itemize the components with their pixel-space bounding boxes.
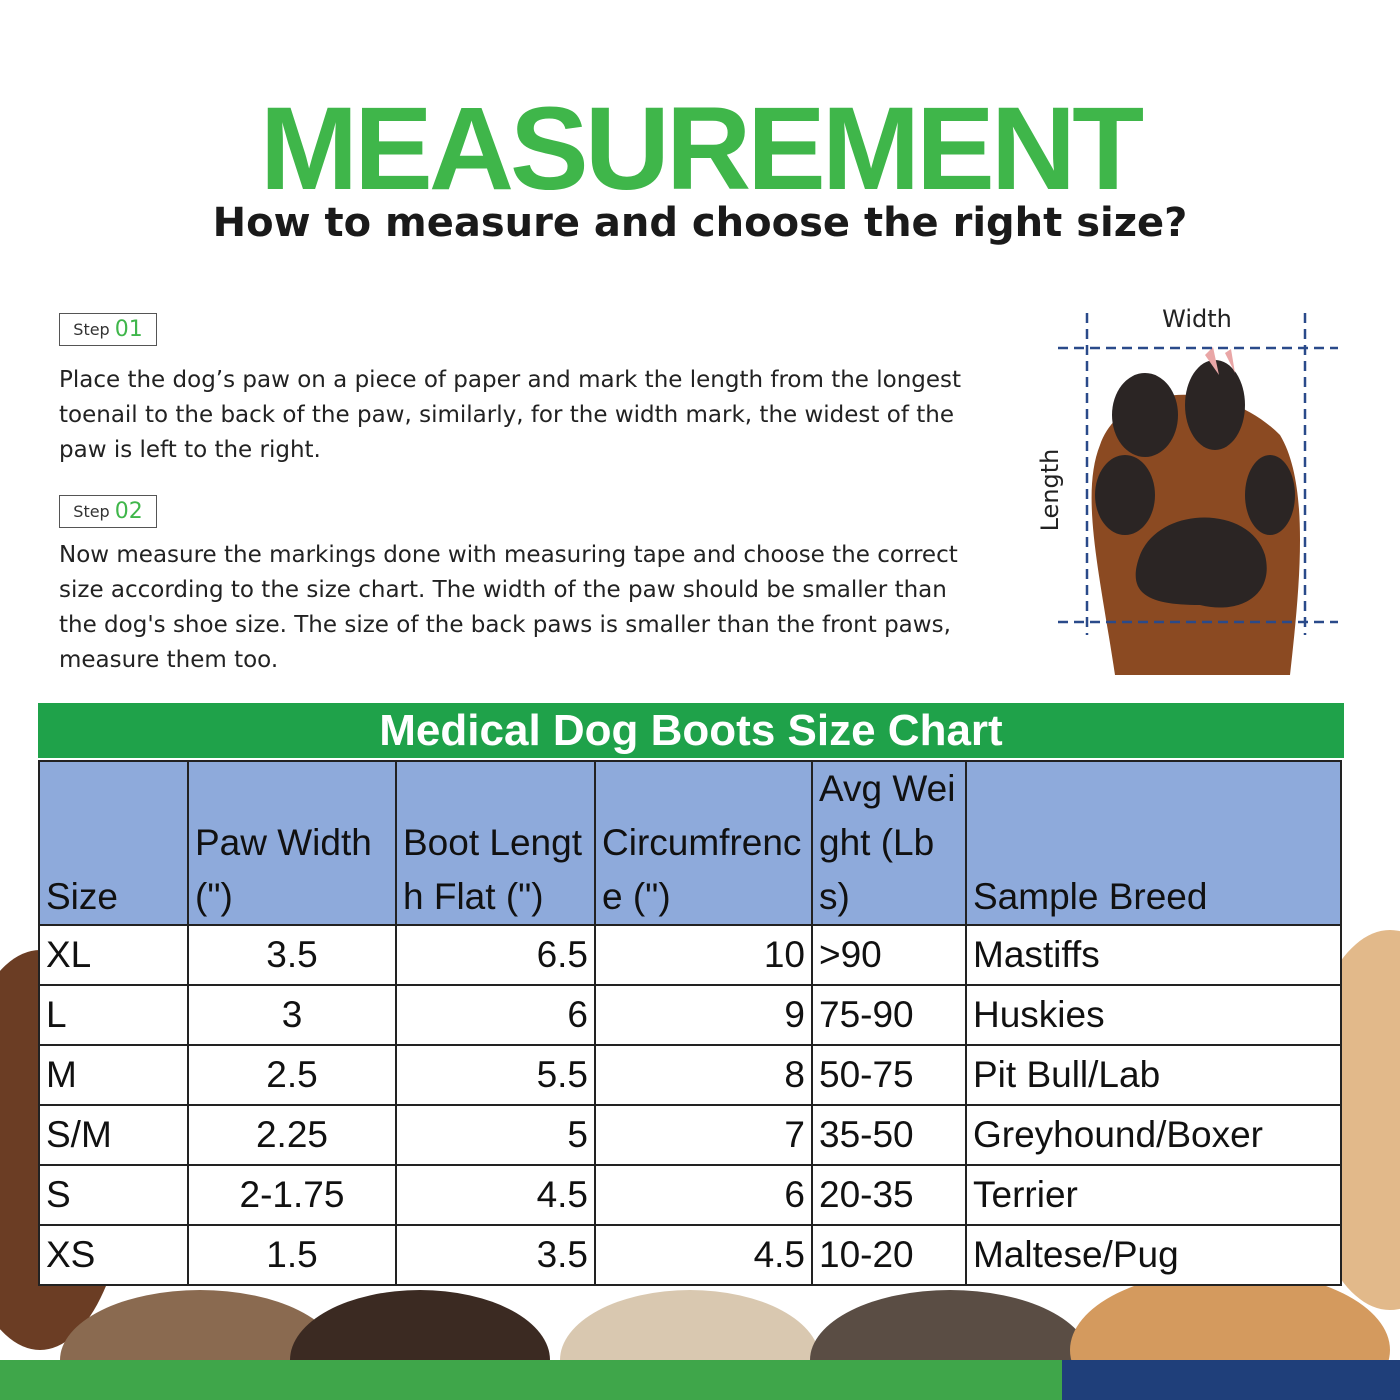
- column-header: Sample Breed: [965, 760, 1342, 926]
- table-row: S 2-1.75 4.5 6 20-35 Terrier: [38, 1164, 1342, 1226]
- subtitle: How to measure and choose the right size…: [212, 200, 1188, 246]
- table-cell: L: [38, 984, 189, 1046]
- table-cell: 9: [594, 984, 813, 1046]
- table-row: XS 1.5 3.5 4.5 10-20 Maltese/Pug: [38, 1224, 1342, 1286]
- table-cell: 5: [395, 1104, 596, 1166]
- length-label: Length: [1036, 449, 1064, 532]
- table-row: S/M 2.25 5 7 35-50 Greyhound/Boxer: [38, 1104, 1342, 1166]
- table-cell: >90: [811, 924, 967, 986]
- table-cell: 2.5: [187, 1044, 397, 1106]
- table-cell: S/M: [38, 1104, 189, 1166]
- column-header: Circumfrence ("): [594, 760, 813, 926]
- table-cell: Mastiffs: [965, 924, 1342, 986]
- table-cell: 50-75: [811, 1044, 967, 1106]
- step-text: Place the dog’s paw on a piece of paper …: [59, 367, 962, 463]
- table-cell: 7: [594, 1104, 813, 1166]
- paw-diagram: Width Length: [1036, 305, 1338, 675]
- table-row: L 3 6 9 75-90 Huskies: [38, 984, 1342, 1046]
- title: MEASUREMENT: [259, 83, 1144, 215]
- step-number: 01: [114, 317, 143, 342]
- step-label: Step: [73, 502, 110, 521]
- table-cell: 4.5: [395, 1164, 596, 1226]
- table-title: Medical Dog Boots Size Chart: [38, 703, 1344, 758]
- table-cell: 6: [395, 984, 596, 1046]
- width-label: Width: [1162, 305, 1232, 333]
- table-cell: 3.5: [395, 1224, 596, 1286]
- table-cell: 5.5: [395, 1044, 596, 1106]
- table-cell: M: [38, 1044, 189, 1106]
- table-cell: Huskies: [965, 984, 1342, 1046]
- table-cell: 3: [187, 984, 397, 1046]
- table-cell: Greyhound/Boxer: [965, 1104, 1342, 1166]
- table-cell: 1.5: [187, 1224, 397, 1286]
- step-badge: Step 02: [59, 495, 157, 528]
- table-cell: 6: [594, 1164, 813, 1226]
- table-cell: 4.5: [594, 1224, 813, 1286]
- column-header: Size: [38, 760, 189, 926]
- step-label: Step: [73, 320, 110, 339]
- background-dogs: [0, 930, 1400, 1400]
- table-cell: 10-20: [811, 1224, 967, 1286]
- table-cell: 2-1.75: [187, 1164, 397, 1226]
- table-cell: 2.25: [187, 1104, 397, 1166]
- table-cell: 20-35: [811, 1164, 967, 1226]
- column-header: Avg Weight (Lbs): [811, 760, 967, 926]
- table-cell: Maltese/Pug: [965, 1224, 1342, 1286]
- table-cell: 10: [594, 924, 813, 986]
- table-cell: Pit Bull/Lab: [965, 1044, 1342, 1106]
- table-cell: 75-90: [811, 984, 967, 1046]
- table-cell: Terrier: [965, 1164, 1342, 1226]
- table-cell: 8: [594, 1044, 813, 1106]
- step-text: Now measure the markings done with measu…: [59, 542, 958, 673]
- table-cell: XS: [38, 1224, 189, 1286]
- size-table: Size Paw Width (") Boot Length Flat (") Cir…: [38, 760, 1342, 1286]
- step-badge: Step 01: [59, 313, 157, 346]
- table-cell: S: [38, 1164, 189, 1226]
- column-header: Boot Length Flat ("): [395, 760, 596, 926]
- column-header: Paw Width ("): [187, 760, 397, 926]
- table-row: M 2.5 5.5 8 50-75 Pit Bull/Lab: [38, 1044, 1342, 1106]
- step-number: 02: [114, 499, 143, 524]
- header-row: Size Paw Width (") Boot Length Flat (") Cir…: [38, 760, 1342, 926]
- table-cell: 35-50: [811, 1104, 967, 1166]
- table-row: XL 3.5 6.5 10 >90 Mastiffs: [38, 924, 1342, 986]
- table-cell: XL: [38, 924, 189, 986]
- table-cell: 6.5: [395, 924, 596, 986]
- table-cell: 3.5: [187, 924, 397, 986]
